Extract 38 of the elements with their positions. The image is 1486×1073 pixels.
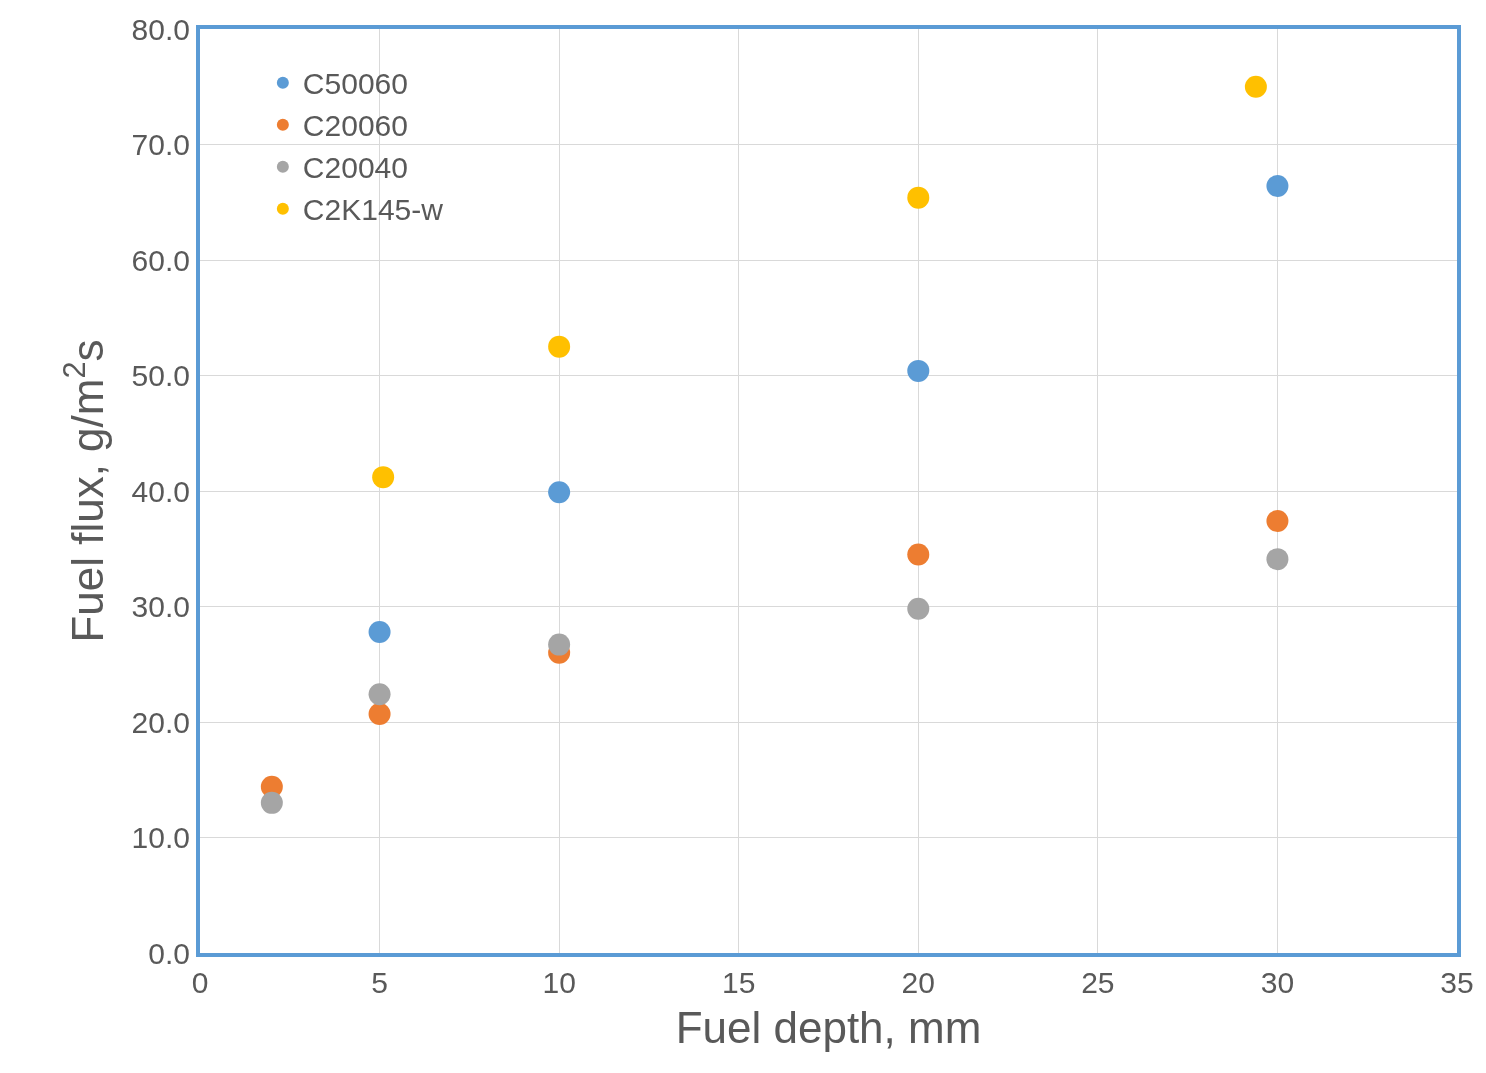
legend-label: C2K145-w (302, 193, 444, 227)
x-tick-label: 30 (1260, 966, 1295, 999)
point (368, 620, 391, 643)
point (907, 543, 930, 566)
y-tick-label: 30.0 (131, 590, 190, 623)
legend-label: C20060 (302, 109, 408, 143)
point (907, 597, 930, 620)
y-tick-label: 80.0 (131, 12, 190, 46)
point (1266, 175, 1289, 198)
point (548, 335, 571, 358)
y-tick-label: 10.0 (131, 821, 190, 854)
point (1244, 75, 1267, 98)
y-tick-label: 0.0 (148, 936, 190, 970)
x-tick-label: 20 (901, 966, 935, 999)
y-tick-label: 40.0 (131, 474, 190, 508)
x-tick-label: 15 (722, 966, 756, 999)
y-tick-label: 20.0 (131, 705, 190, 739)
y-tick-label: 70.0 (131, 128, 190, 161)
x-axis-title: Fuel depth, mm (675, 1002, 982, 1052)
x-tick-label: 10 (542, 966, 576, 999)
point (368, 683, 391, 706)
point (1266, 510, 1289, 533)
x-tick-label: 0 (191, 966, 209, 999)
point (548, 481, 571, 504)
point (907, 186, 930, 209)
y-tick-label: 50.0 (131, 359, 190, 392)
point (1266, 548, 1289, 571)
point (548, 633, 571, 656)
x-tick-label: 35 (1440, 966, 1474, 999)
point (368, 702, 391, 725)
point (372, 466, 395, 489)
point (260, 791, 283, 814)
y-tick-label: 60.0 (131, 243, 190, 277)
legend-label: C20040 (302, 151, 408, 185)
point (907, 359, 930, 382)
x-tick-label: 25 (1081, 966, 1115, 999)
legend-label: C50060 (302, 67, 408, 101)
x-tick-label: 5 (371, 966, 388, 999)
